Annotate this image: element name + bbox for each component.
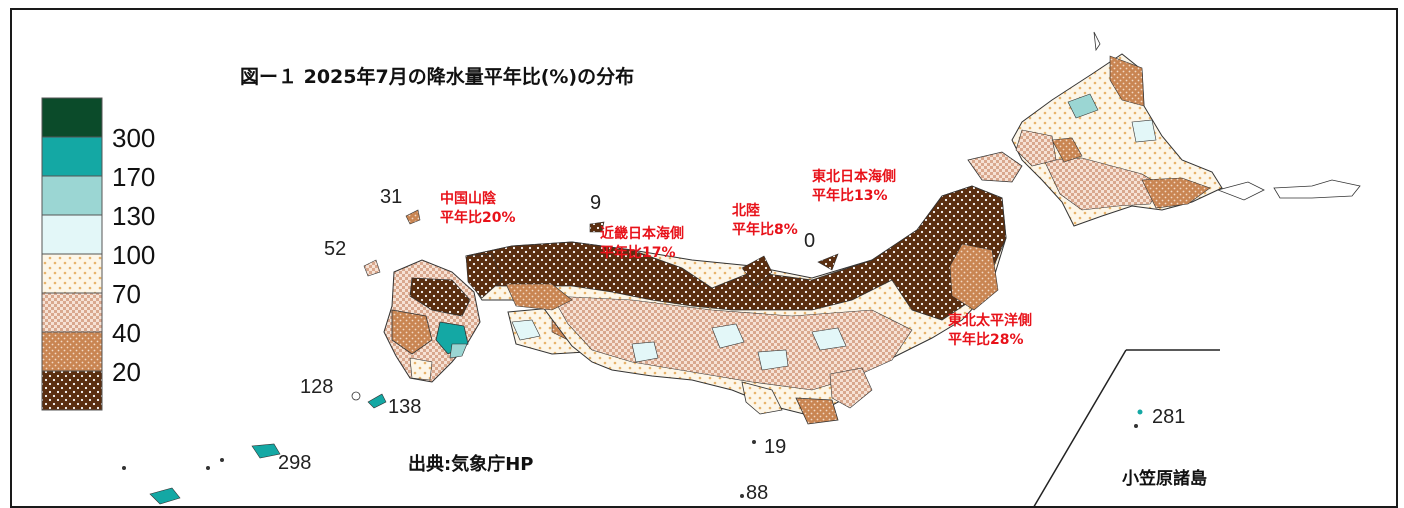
- legend-label-40: 40: [112, 320, 141, 346]
- station-value-128: 128: [300, 376, 333, 399]
- legend-swatches: [42, 98, 102, 410]
- region-hokuriku: 北陸 平年比8%: [732, 202, 798, 240]
- region-name: 中国山陰: [440, 190, 516, 209]
- region-name: 北陸: [732, 202, 798, 221]
- station-value-19: 19: [764, 436, 786, 459]
- legend-label-130: 130: [112, 203, 155, 229]
- map-frame: 図ー１ 2025年7月の降水量平年比(%)の分布 300 170 130 100…: [10, 8, 1398, 508]
- station-value-298: 298: [278, 452, 311, 475]
- station-value-0: 0: [804, 230, 815, 253]
- station-value-281: 281: [1152, 406, 1185, 429]
- legend-label-100: 100: [112, 242, 155, 268]
- region-tohoku-taiheiyo: 東北太平洋側 平年比28%: [948, 312, 1032, 350]
- map-title: 図ー１ 2025年7月の降水量平年比(%)の分布: [240, 62, 634, 89]
- region-ratio: 平年比17%: [600, 244, 684, 263]
- region-ratio: 平年比8%: [732, 221, 798, 240]
- legend-label-20: 20: [112, 359, 141, 385]
- region-tohoku-nihonkai: 東北日本海側 平年比13%: [812, 168, 896, 206]
- station-value-52: 52: [324, 238, 346, 261]
- station-value-138: 138: [388, 396, 421, 419]
- hokkaido-island: [968, 32, 1360, 226]
- inset-label-ogasawara: 小笠原諸島: [1122, 464, 1207, 489]
- japan-precipitation-map: [12, 10, 1398, 508]
- region-ratio: 平年比13%: [812, 187, 896, 206]
- legend-label-170: 170: [112, 164, 155, 190]
- source-credit: 出典:気象庁HP: [408, 450, 533, 476]
- region-name: 東北太平洋側: [948, 312, 1032, 331]
- kyushu-island: [384, 260, 480, 382]
- station-value-31: 31: [380, 186, 402, 209]
- region-name: 近畿日本海側: [600, 225, 684, 244]
- legend-label-300: 300: [112, 125, 155, 151]
- station-value-9: 9: [590, 192, 601, 215]
- region-name: 東北日本海側: [812, 168, 896, 187]
- region-kinki-nihonkai: 近畿日本海側 平年比17%: [600, 225, 684, 263]
- legend-label-70: 70: [112, 281, 141, 307]
- region-chugoku-sanin: 中国山陰 平年比20%: [440, 190, 516, 228]
- region-ratio: 平年比28%: [948, 331, 1032, 350]
- region-ratio: 平年比20%: [440, 209, 516, 228]
